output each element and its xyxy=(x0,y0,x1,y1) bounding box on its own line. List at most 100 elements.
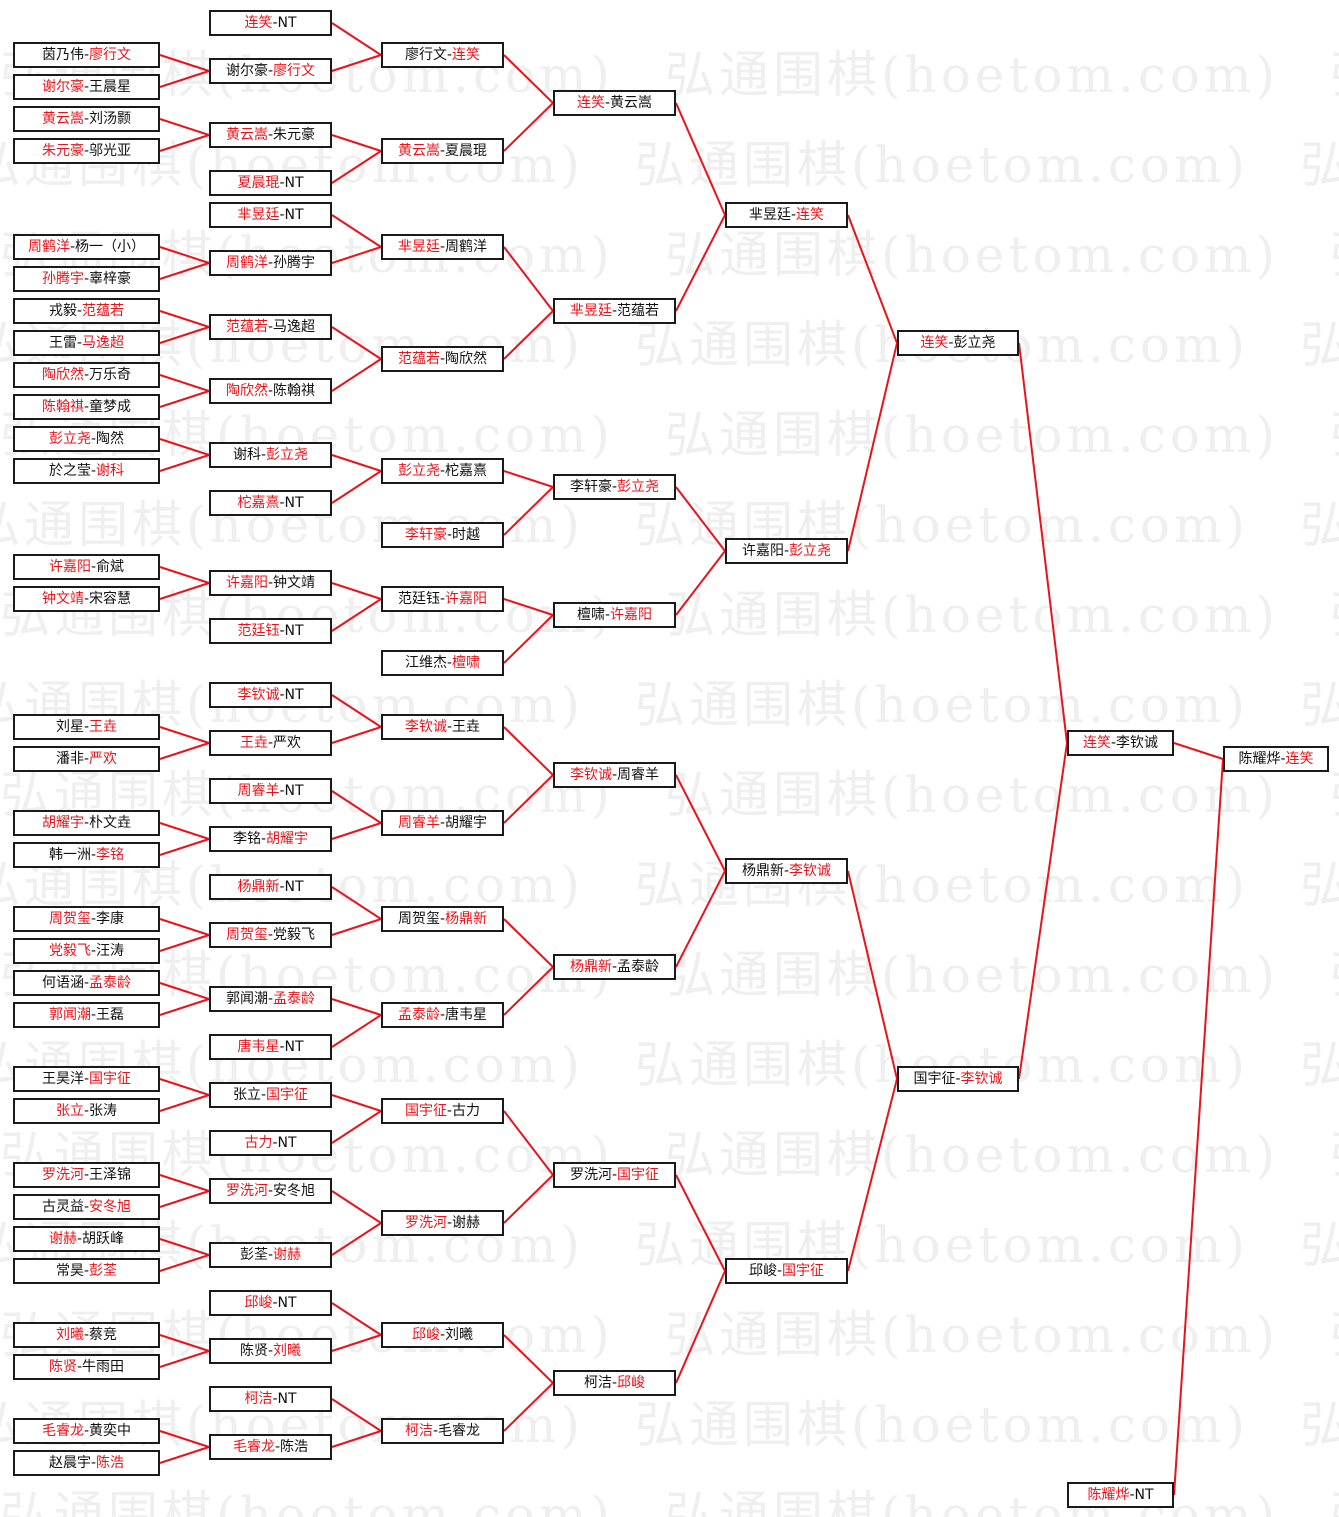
winner-name: 罗洗河 xyxy=(41,1167,84,1183)
match-box: 杨鼎新-李钦诚 xyxy=(725,858,848,884)
player-name: 李轩豪 xyxy=(569,479,612,495)
separator: - xyxy=(439,239,446,255)
match-box: 陈耀烨-NT xyxy=(1067,1482,1174,1508)
match-box: 夏晨琨-NT xyxy=(209,170,332,196)
match-box: 胡耀宇-朴文垚 xyxy=(13,810,160,836)
player-name: 谢赫 xyxy=(452,1215,481,1231)
separator: - xyxy=(83,79,90,95)
separator: - xyxy=(90,1007,97,1023)
connector-line xyxy=(503,1334,554,1384)
separator: - xyxy=(272,1135,278,1151)
player-name: 周鹤洋 xyxy=(445,239,488,255)
separator: - xyxy=(439,911,446,927)
winner-name: 谢科 xyxy=(96,463,125,479)
match-box: 柯洁-毛睿龙 xyxy=(381,1418,504,1444)
connector-line xyxy=(159,742,210,760)
connector-line xyxy=(503,966,554,1016)
separator: - xyxy=(279,495,285,511)
separator: - xyxy=(272,1295,278,1311)
match-box: 李钦诚-NT xyxy=(209,682,332,708)
player-name: 宋容慧 xyxy=(89,591,132,607)
match-box: 何语涵-孟泰龄 xyxy=(13,970,160,996)
connector-line xyxy=(159,1430,210,1448)
connector-line xyxy=(331,886,382,920)
winner-name: 党毅飞 xyxy=(48,943,91,959)
separator: - xyxy=(604,95,611,111)
separator: - xyxy=(83,271,90,287)
separator: - xyxy=(267,575,274,591)
connector-line xyxy=(503,1382,554,1432)
winner-name: 芈昱廷 xyxy=(397,239,440,255)
separator: - xyxy=(267,1183,274,1199)
connector-line xyxy=(675,1174,726,1272)
player-name: 王雷 xyxy=(48,335,77,351)
match-box: 唐韦星-NT xyxy=(209,1034,332,1060)
match-box: 戎毅-范蕴若 xyxy=(13,298,160,324)
match-box: 谢尔豪-廖行文 xyxy=(209,58,332,84)
separator: - xyxy=(83,1071,90,1087)
separator: - xyxy=(272,1391,278,1407)
player-name: NT xyxy=(284,687,304,703)
separator: - xyxy=(90,943,97,959)
connector-line xyxy=(159,934,210,952)
player-name: 李康 xyxy=(96,911,125,927)
winner-name: 钟文靖 xyxy=(41,591,84,607)
match-box: 常昊-彭荃 xyxy=(13,1258,160,1284)
separator: - xyxy=(446,655,453,671)
player-name: 俞斌 xyxy=(96,559,125,575)
connector-line xyxy=(503,54,554,104)
separator: - xyxy=(279,207,285,223)
separator: - xyxy=(432,1423,439,1439)
player-name: 胡耀宇 xyxy=(445,815,488,831)
winner-name: 朱元豪 xyxy=(41,143,84,159)
winner-name: 郭闻潮 xyxy=(48,1007,91,1023)
player-name: 周贺玺 xyxy=(397,911,440,927)
connector-line xyxy=(331,582,382,600)
connector-line xyxy=(503,470,554,488)
player-name: 韩一洲 xyxy=(48,847,91,863)
match-box: 李轩豪-时越 xyxy=(381,522,504,548)
winner-name: 胡耀宇 xyxy=(41,815,84,831)
connector-line xyxy=(159,134,210,152)
connector-line xyxy=(159,982,210,1000)
player-name: 郭闻潮 xyxy=(225,991,268,1007)
connector-line xyxy=(331,822,382,840)
match-box: 陈翰祺-童梦成 xyxy=(13,394,160,420)
winner-name: 严欢 xyxy=(89,751,118,767)
winner-name: 杨鼎新 xyxy=(237,879,280,895)
player-name: 万乐奇 xyxy=(89,367,132,383)
separator: - xyxy=(1110,735,1117,751)
connector-line xyxy=(159,1334,210,1352)
player-name: 牛雨田 xyxy=(82,1359,125,1375)
winner-name: 黄云嵩 xyxy=(41,111,84,127)
match-box: 周贺玺-李康 xyxy=(13,906,160,932)
separator: - xyxy=(267,383,274,399)
player-name: 毛睿龙 xyxy=(438,1423,481,1439)
winner-name: 陈耀烨 xyxy=(1087,1487,1130,1503)
match-box: 彭立尧-陶然 xyxy=(13,426,160,452)
player-name: 严欢 xyxy=(273,735,302,751)
player-name: 廖行文 xyxy=(404,47,447,63)
player-name: 王磊 xyxy=(96,1007,125,1023)
player-name: NT xyxy=(284,175,304,191)
connector-line xyxy=(159,1254,210,1272)
match-box: 黄云嵩-朱元豪 xyxy=(209,122,332,148)
winner-name: 周睿羊 xyxy=(237,783,280,799)
connector-line xyxy=(675,550,726,616)
match-box: 张立-张涛 xyxy=(13,1098,160,1124)
player-name: NT xyxy=(284,495,304,511)
winner-name: 彭立尧 xyxy=(48,431,91,447)
winner-name: 孙腾宇 xyxy=(41,271,84,287)
separator: - xyxy=(439,351,446,367)
match-box: 朱元豪-邬光亚 xyxy=(13,138,160,164)
separator: - xyxy=(611,1375,618,1391)
player-name: 谢科 xyxy=(232,447,261,463)
match-box: 李轩豪-彭立尧 xyxy=(553,474,676,500)
separator: - xyxy=(83,975,90,991)
winner-name: 罗洗河 xyxy=(404,1215,447,1231)
separator: - xyxy=(1129,1487,1135,1503)
connector-line xyxy=(159,262,210,280)
separator: - xyxy=(90,559,97,575)
connector-line xyxy=(503,1110,554,1176)
winner-name: 国宇征 xyxy=(782,1263,825,1279)
